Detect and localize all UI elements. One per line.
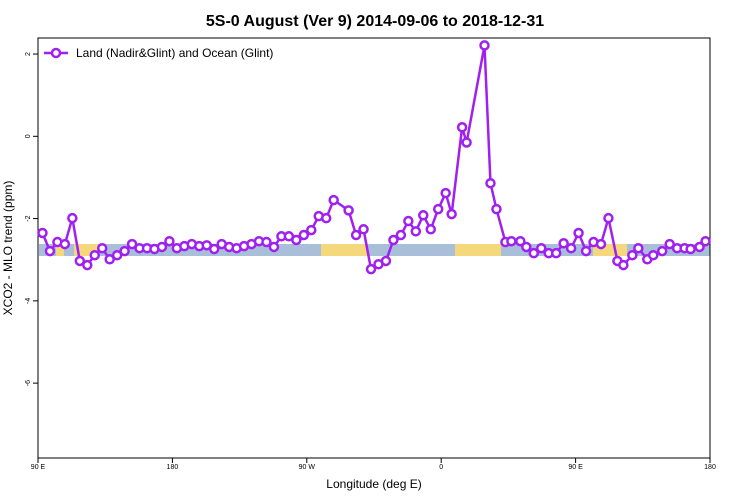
data-point (528, 247, 540, 259)
x-axis-label: Longitude (deg E) (326, 477, 421, 491)
data-point (550, 247, 562, 259)
data-point (685, 243, 696, 255)
data-point (479, 40, 490, 51)
data-point (627, 249, 638, 261)
band-land (455, 244, 501, 256)
data-point (74, 255, 86, 267)
data-point (350, 229, 362, 241)
data-point (440, 187, 451, 199)
data-point (418, 210, 429, 221)
data-point (485, 177, 496, 189)
band-land (56, 244, 64, 256)
y-tick-label: 2 (25, 52, 32, 56)
data-point (558, 238, 569, 249)
data-point (320, 212, 332, 224)
x-tick-label: 90 E (31, 464, 46, 471)
data-point (59, 238, 71, 250)
data-point (395, 229, 407, 241)
data-point (694, 241, 705, 253)
x-tick-label: 90 E (568, 464, 583, 471)
data-point (656, 245, 668, 257)
y-tick-label: -6 (25, 380, 32, 386)
data-point (82, 259, 93, 271)
data-point (446, 208, 457, 220)
plot-frame (37, 37, 711, 459)
x-tick-label: 180 (167, 464, 179, 471)
data-point (432, 203, 444, 215)
data-point (664, 238, 675, 250)
data-point (580, 245, 592, 257)
data-point (595, 238, 607, 250)
data-point (506, 235, 517, 247)
y-tick-label: -4 (25, 298, 32, 304)
data-point (37, 227, 48, 239)
data-point (343, 205, 354, 216)
data-point (358, 224, 369, 235)
y-axis-label: XCO2 - MLO trend (ppm) (1, 181, 15, 316)
x-tick-label: 180 (704, 464, 716, 471)
x-tick-label: 0 (439, 464, 443, 471)
data-point (425, 224, 436, 235)
data-point (298, 229, 310, 241)
data-point (573, 227, 584, 239)
x-tick-label: 90 W (299, 464, 316, 471)
data-point (410, 226, 422, 237)
y-tick-label: 0 (25, 134, 32, 138)
data-point (633, 242, 644, 254)
data-point (268, 241, 280, 253)
data-point (365, 263, 377, 275)
legend-label: Land (Nadir&Glint) and Ocean (Glint) (76, 46, 273, 60)
data-point (126, 238, 138, 250)
legend-marker (50, 47, 62, 59)
band-land (321, 244, 367, 256)
data-point (521, 241, 532, 253)
data-point (388, 234, 399, 246)
data-point (380, 255, 392, 267)
data-point (700, 235, 711, 247)
chart-title: 5S-0 August (Ver 9) 2014-09-06 to 2018-1… (206, 13, 544, 30)
legend: Land (Nadir&Glint) and Ocean (Glint) (44, 46, 273, 60)
data-point (44, 245, 56, 257)
data-point (461, 137, 472, 148)
data-point (515, 235, 526, 247)
data-point (111, 249, 123, 261)
data-point (603, 212, 614, 224)
data-point (89, 249, 100, 261)
data-point (328, 194, 339, 206)
y-tick-label: -2 (25, 215, 32, 221)
data-point (208, 243, 220, 255)
data-point (536, 242, 547, 254)
data-point (618, 259, 629, 271)
data-point (156, 241, 168, 253)
data-point (291, 234, 302, 246)
data-point (96, 242, 108, 254)
data-point (306, 224, 317, 236)
data-point (565, 242, 577, 254)
data-point (119, 245, 130, 257)
data-point (164, 235, 175, 247)
data-point (491, 203, 502, 215)
data-point (261, 236, 272, 248)
data-point (648, 249, 659, 261)
data-point (403, 215, 414, 227)
data-point (104, 254, 115, 265)
data-point (67, 212, 78, 224)
data-point (456, 122, 468, 133)
